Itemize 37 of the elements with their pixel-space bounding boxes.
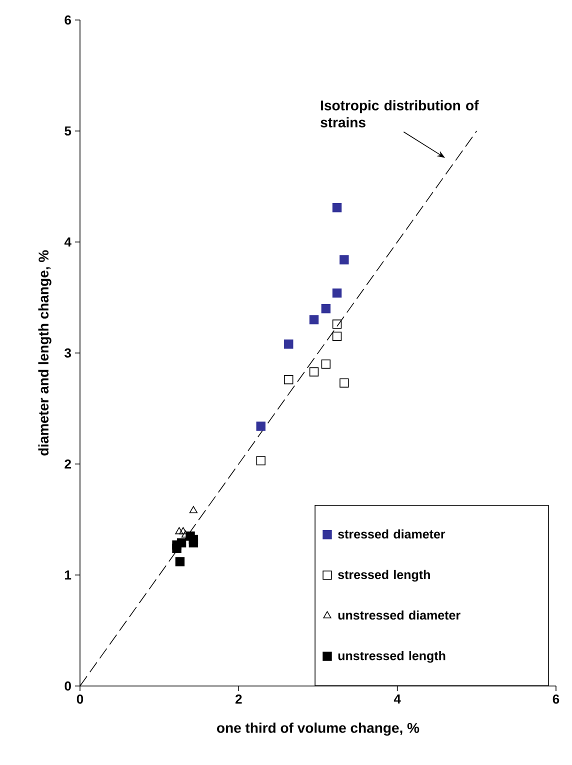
point [321, 304, 331, 314]
y-tick-label: 5 [64, 126, 72, 136]
point [284, 340, 294, 349]
y-tick-label: 6 [64, 15, 71, 25]
x-tick-label: 6 [552, 694, 560, 704]
point [309, 367, 319, 376]
x-tick-label: 4 [394, 694, 401, 704]
point [284, 375, 294, 384]
point [332, 320, 342, 329]
x-tick-label: 0 [76, 694, 84, 704]
y-axis-title: diameter and length change, % [38, 250, 52, 456]
x-tick-label: 2 [236, 694, 242, 704]
point [332, 202, 342, 212]
legend-label: unstressed diameter [338, 610, 460, 620]
y-tick-label: 3 [64, 348, 71, 358]
point [188, 538, 198, 548]
point [175, 557, 185, 566]
y-tick-label: 4 [64, 238, 72, 246]
point [340, 255, 349, 264]
point [332, 288, 342, 298]
y-tick-label: 2 [64, 459, 71, 469]
point [172, 544, 182, 553]
y-tick-label: 0 [64, 681, 71, 691]
legend-label: stressed diameter [338, 529, 446, 539]
point [189, 506, 198, 514]
point [340, 378, 349, 388]
annotation: Isotropic distribution of strains [320, 100, 479, 128]
point [309, 315, 319, 324]
point [175, 527, 184, 534]
point [256, 456, 266, 466]
legend-label: unstressed length [338, 651, 446, 663]
legend-label: stressed length [338, 570, 430, 582]
y-tick-label: 1 [65, 570, 72, 580]
point [332, 332, 342, 341]
point [321, 360, 331, 369]
x-axis-title: one third of volume change, % [217, 722, 420, 736]
point [256, 422, 266, 431]
